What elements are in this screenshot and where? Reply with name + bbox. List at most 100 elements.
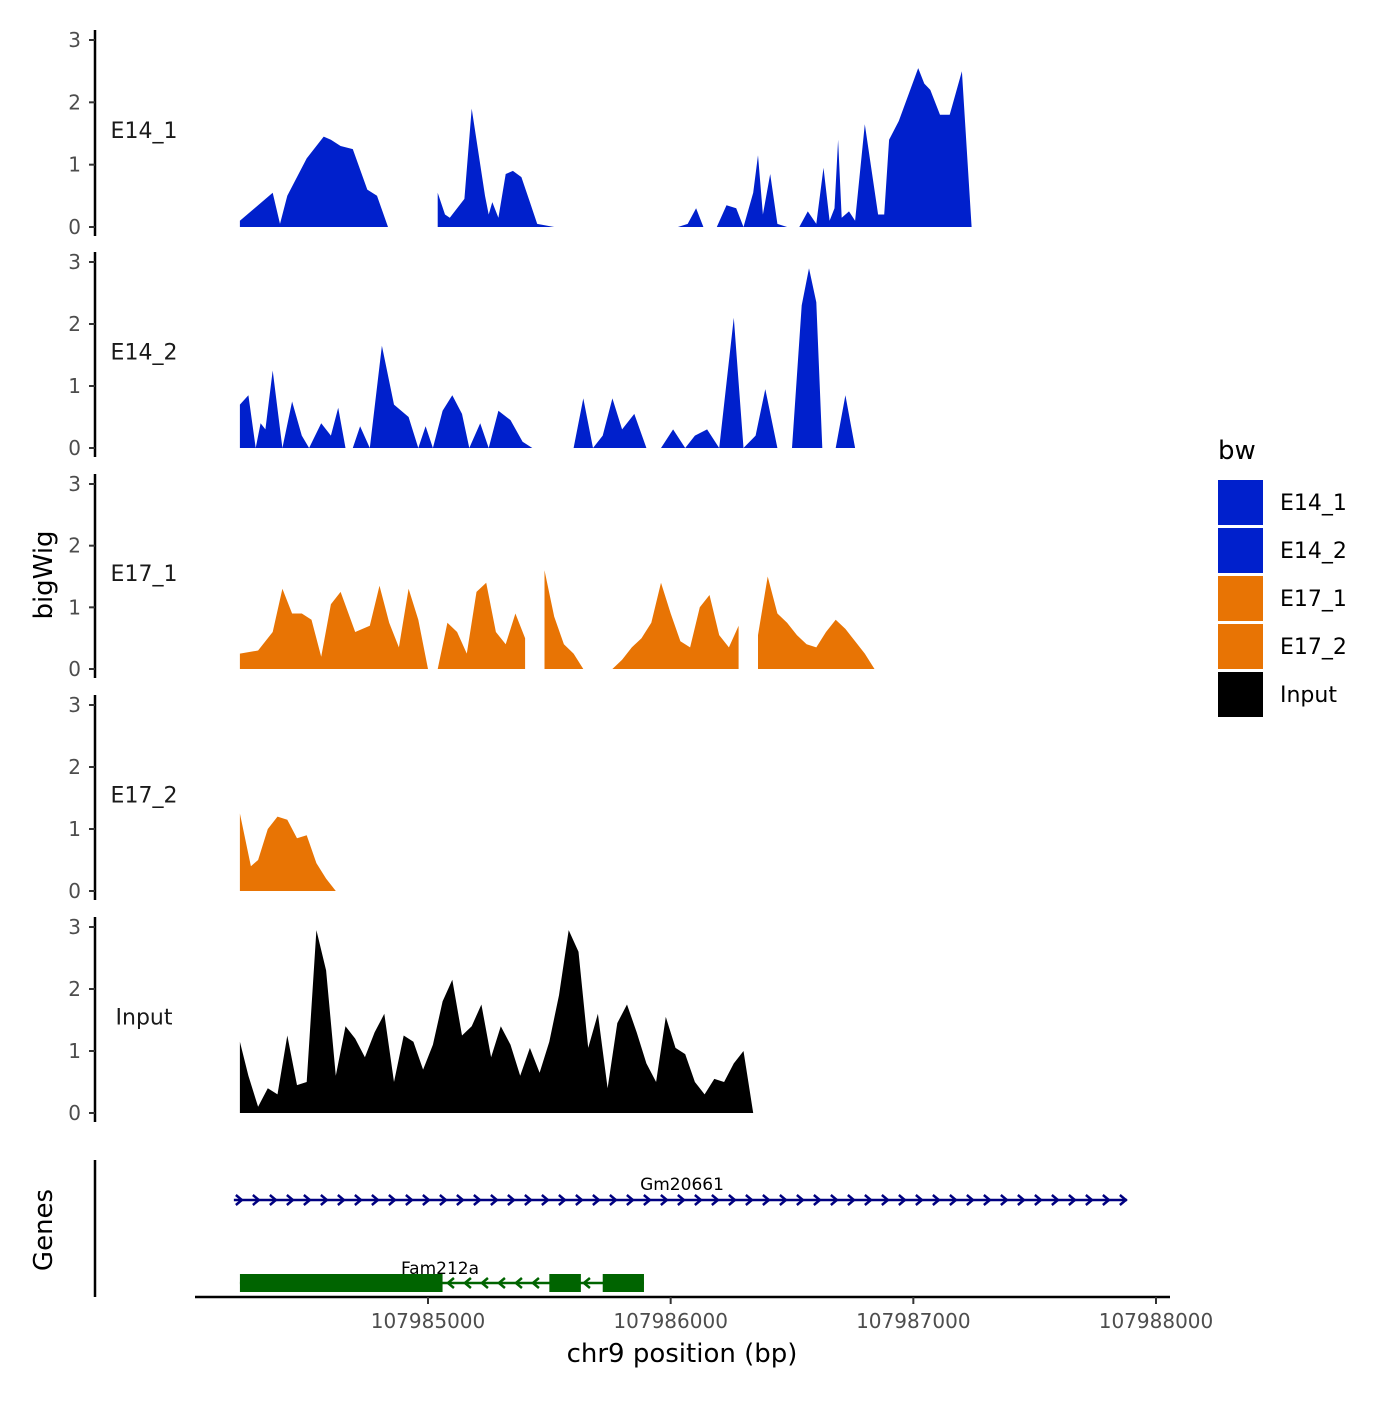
strand-arrow xyxy=(581,1277,591,1289)
strand-arrow xyxy=(677,1194,686,1206)
strand-arrow xyxy=(1068,1194,1077,1206)
strand-arrow xyxy=(320,1194,329,1206)
strand-arrow xyxy=(898,1194,907,1206)
y-tick-label: 2 xyxy=(68,90,81,114)
strand-arrow xyxy=(507,1194,516,1206)
legend-swatch xyxy=(1218,624,1263,669)
strand-arrow xyxy=(660,1194,669,1206)
strand-arrow xyxy=(830,1194,839,1206)
strand-arrow xyxy=(1119,1194,1128,1206)
y-tick-label: 3 xyxy=(68,915,81,939)
track-area-E17_1 xyxy=(758,576,1121,669)
strand-arrow xyxy=(405,1194,414,1206)
strand-arrow xyxy=(609,1194,618,1206)
x-tick-label: 107987000 xyxy=(856,1309,971,1333)
strand-arrow xyxy=(1034,1194,1043,1206)
strand-arrow xyxy=(513,1277,523,1289)
track-label: E17_1 xyxy=(111,562,178,587)
legend-title: bw xyxy=(1218,436,1256,466)
x-tick-label: 107986000 xyxy=(613,1309,728,1333)
strand-arrow xyxy=(1051,1194,1060,1206)
strand-arrow xyxy=(252,1194,261,1206)
strand-arrow xyxy=(575,1194,584,1206)
strand-arrow xyxy=(881,1194,890,1206)
strand-arrow xyxy=(762,1194,771,1206)
track-area-E17_1 xyxy=(544,570,739,669)
y-tick-label: 1 xyxy=(68,817,81,841)
strand-arrow xyxy=(745,1194,754,1206)
track-label: E17_2 xyxy=(111,784,178,809)
track-area-E14_1 xyxy=(646,68,1121,227)
strand-arrow xyxy=(1102,1194,1111,1206)
strand-arrow xyxy=(496,1277,506,1289)
legend-swatch xyxy=(1218,528,1263,573)
legend-label: E14_2 xyxy=(1280,539,1347,564)
y-tick-label: 1 xyxy=(68,1039,81,1063)
y-tick-label: 0 xyxy=(68,657,81,681)
exon xyxy=(602,1274,644,1292)
strand-arrow xyxy=(473,1194,482,1206)
y-tick-label: 3 xyxy=(68,693,81,717)
strand-arrow xyxy=(626,1194,635,1206)
track-area-E17_2 xyxy=(239,813,1121,891)
y-tick-label: 2 xyxy=(68,312,81,336)
x-tick-label: 107985000 xyxy=(371,1309,486,1333)
legend: bw E14_1 E14_2 E17_1 E17_2 Input xyxy=(1218,436,1347,717)
strand-arrow xyxy=(445,1277,455,1289)
track-area-E14_1 xyxy=(437,108,601,227)
track-label: E14_1 xyxy=(111,119,178,144)
y-tick-label: 2 xyxy=(68,977,81,1001)
y-tick-label: 0 xyxy=(68,1101,81,1125)
strand-arrow xyxy=(479,1277,489,1289)
track-E17_2: 0 1 2 3 E17_2 xyxy=(68,693,1121,903)
strand-arrow xyxy=(530,1277,540,1289)
strand-arrow xyxy=(490,1194,499,1206)
strand-arrow xyxy=(813,1194,822,1206)
exon xyxy=(239,1274,443,1292)
strand-arrow xyxy=(558,1194,567,1206)
strand-arrow xyxy=(541,1194,550,1206)
legend-swatch xyxy=(1218,672,1263,717)
y-tick-label: 3 xyxy=(68,472,81,496)
strand-arrow xyxy=(371,1194,380,1206)
tracks-layer: 0 1 2 3 E14_1 0 1 2 3 E14_2 0 1 2 3 E17_1 0 1 2 3 E17_2 0 1 2 3… xyxy=(68,28,1121,1125)
track-E14_2: 0 1 2 3 E14_2 xyxy=(68,250,1120,460)
y-tick-label: 0 xyxy=(68,215,81,239)
legend-swatch xyxy=(1218,480,1263,525)
y-tick-label: 2 xyxy=(68,534,81,558)
x-axis-title: chr9 position (bp) xyxy=(567,1339,798,1369)
strand-arrow xyxy=(337,1194,346,1206)
strand-arrow xyxy=(269,1194,278,1206)
y-axis-title: bigWig xyxy=(29,530,59,619)
strand-arrow xyxy=(932,1194,941,1206)
strand-arrow xyxy=(1085,1194,1094,1206)
strand-arrow xyxy=(864,1194,873,1206)
y-tick-label: 1 xyxy=(68,153,81,177)
y-tick-label: 1 xyxy=(68,595,81,619)
strand-arrow xyxy=(1017,1194,1026,1206)
strand-arrow xyxy=(303,1194,312,1206)
genes-axis-title: Genes xyxy=(29,1189,59,1271)
strand-arrow xyxy=(388,1194,397,1206)
gene-Fam212a: Fam212a xyxy=(239,1259,644,1292)
y-tick-label: 3 xyxy=(68,250,81,274)
y-tick-label: 2 xyxy=(68,755,81,779)
y-tick-label: 0 xyxy=(68,436,81,460)
y-tick-label: 0 xyxy=(68,879,81,903)
strand-arrow xyxy=(592,1194,601,1206)
strand-arrow xyxy=(235,1194,244,1206)
legend-label: E14_1 xyxy=(1280,491,1347,516)
track-area-E17_1 xyxy=(239,582,526,669)
strand-arrow xyxy=(1000,1194,1009,1206)
track-area-E14_1 xyxy=(239,136,402,227)
exon xyxy=(549,1274,581,1292)
legend-label: E17_2 xyxy=(1280,635,1347,660)
strand-arrow xyxy=(949,1194,958,1206)
legend-label: Input xyxy=(1280,683,1337,708)
strand-arrow xyxy=(966,1194,975,1206)
strand-arrow xyxy=(422,1194,431,1206)
track-area-E14_2 xyxy=(239,268,1120,448)
strand-arrow xyxy=(643,1194,652,1206)
